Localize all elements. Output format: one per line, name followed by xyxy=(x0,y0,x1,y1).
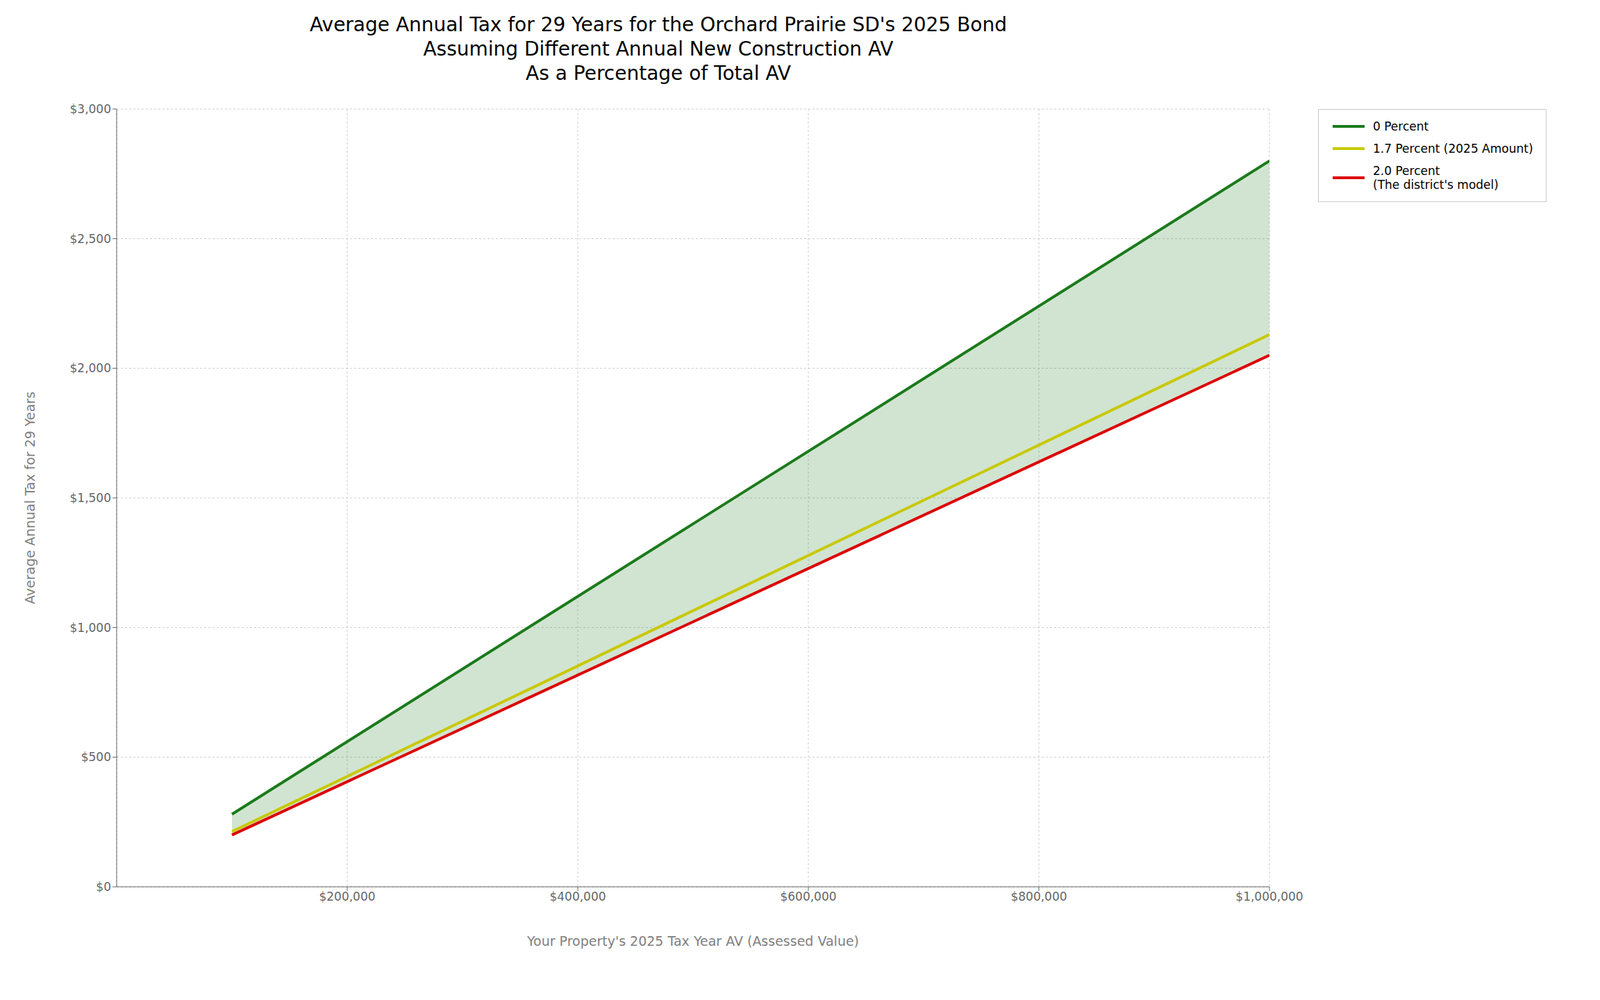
svg-text:$0: $0 xyxy=(95,879,112,894)
svg-text:$500: $500 xyxy=(81,750,112,764)
html-text:Average Annual Tax for 29 Year: Average Annual Tax for 29 Years for the … xyxy=(309,13,1007,85)
html-text:0 Percent: 0 Percent xyxy=(1372,119,1429,134)
svg-text:Average Annual Tax for 29 Year: Average Annual Tax for 29 Years xyxy=(22,391,38,605)
svg-text:$3,000: $3,000 xyxy=(70,102,112,116)
svg-text:Your Property's 2025 Tax Year: Your Property's 2025 Tax Year AV (Assess… xyxy=(526,933,860,949)
svg-text:$1,000,000: $1,000,000 xyxy=(1235,889,1303,904)
svg-text:$400,000: $400,000 xyxy=(549,889,606,904)
svg-text:$600,000: $600,000 xyxy=(779,889,837,904)
html-text:2.0 Percent (The district's mo: 2.0 Percent (The district's model) xyxy=(1372,163,1499,192)
svg-text:$200,000: $200,000 xyxy=(318,889,375,904)
svg-text:$1,000: $1,000 xyxy=(70,620,112,635)
svg-text:$2,500: $2,500 xyxy=(70,231,112,246)
svg-text:$800,000: $800,000 xyxy=(1010,889,1067,904)
svg-text:$2,000: $2,000 xyxy=(70,361,112,375)
svg-text:$1,500: $1,500 xyxy=(70,490,112,505)
html-text:1.7 Percent (2025 Amount): 1.7 Percent (2025 Amount) xyxy=(1372,141,1533,156)
